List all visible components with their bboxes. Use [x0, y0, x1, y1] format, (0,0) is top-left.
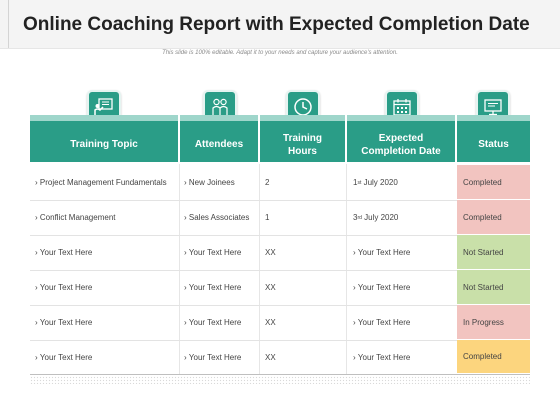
row-divider — [30, 270, 457, 271]
table-cell-attendees: › Your Text Here — [184, 248, 242, 257]
page-title: Online Coaching Report with Expected Com… — [23, 14, 530, 35]
table-cell-topic: › Your Text Here — [35, 283, 93, 292]
table-cell-topic: › Your Text Here — [35, 318, 93, 327]
table-cell-attendees: › New Joinees — [184, 178, 235, 187]
column-separator — [346, 164, 347, 374]
table-cell-hours: 2 — [265, 178, 270, 187]
table-cell-date: › Your Text Here — [353, 283, 411, 292]
table-cell-date: › Your Text Here — [353, 352, 411, 362]
status-badge: Not Started — [457, 235, 530, 270]
dotted-shadow — [30, 376, 530, 384]
status-badge: Completed — [457, 165, 530, 200]
table-cell-hours: XX — [265, 248, 276, 257]
table-cell-attendees: › Your Text Here — [184, 352, 242, 362]
column-header-status: Status — [457, 115, 530, 162]
page-subtitle: This slide is 100% editable. Adapt it to… — [162, 50, 398, 56]
column-header-expected-completion-date: Expected Completion Date — [347, 115, 455, 162]
row-divider — [30, 305, 457, 306]
row-divider — [30, 340, 457, 341]
table-cell-attendees: › Your Text Here — [184, 283, 242, 292]
column-header-training-hours: Training Hours — [260, 115, 345, 162]
title-bar-divider — [8, 0, 9, 48]
row-divider — [30, 200, 457, 201]
column-header-attendees: Attendees — [180, 115, 258, 162]
status-badge: Not Started — [457, 270, 530, 305]
table-cell-topic: › Conflict Management — [35, 213, 116, 222]
column-header-training-topic: Training Topic — [30, 115, 178, 162]
table-cell-hours: XX — [265, 352, 276, 362]
status-badge: Completed — [457, 340, 530, 374]
column-separator — [259, 164, 260, 374]
table-bottom-border — [30, 374, 530, 375]
table-cell-date: › Your Text Here — [353, 248, 411, 257]
status-badge: Completed — [457, 200, 530, 235]
column-separator — [179, 164, 180, 374]
table-cell-attendees: › Sales Associates — [184, 213, 250, 222]
table-cell-hours: XX — [265, 283, 276, 292]
table-cell-date: › Your Text Here — [353, 318, 411, 327]
table-cell-attendees: › Your Text Here — [184, 318, 242, 327]
row-divider — [30, 235, 457, 236]
table-cell-topic: › Your Text Here — [35, 352, 93, 362]
table-cell-hours: XX — [265, 318, 276, 327]
table-cell-topic: › Project Management Fundamentals — [35, 178, 167, 187]
status-badge: In Progress — [457, 305, 530, 340]
title-bar — [0, 0, 560, 49]
table-cell-topic: › Your Text Here — [35, 248, 93, 257]
table-cell-hours: 1 — [265, 213, 270, 222]
